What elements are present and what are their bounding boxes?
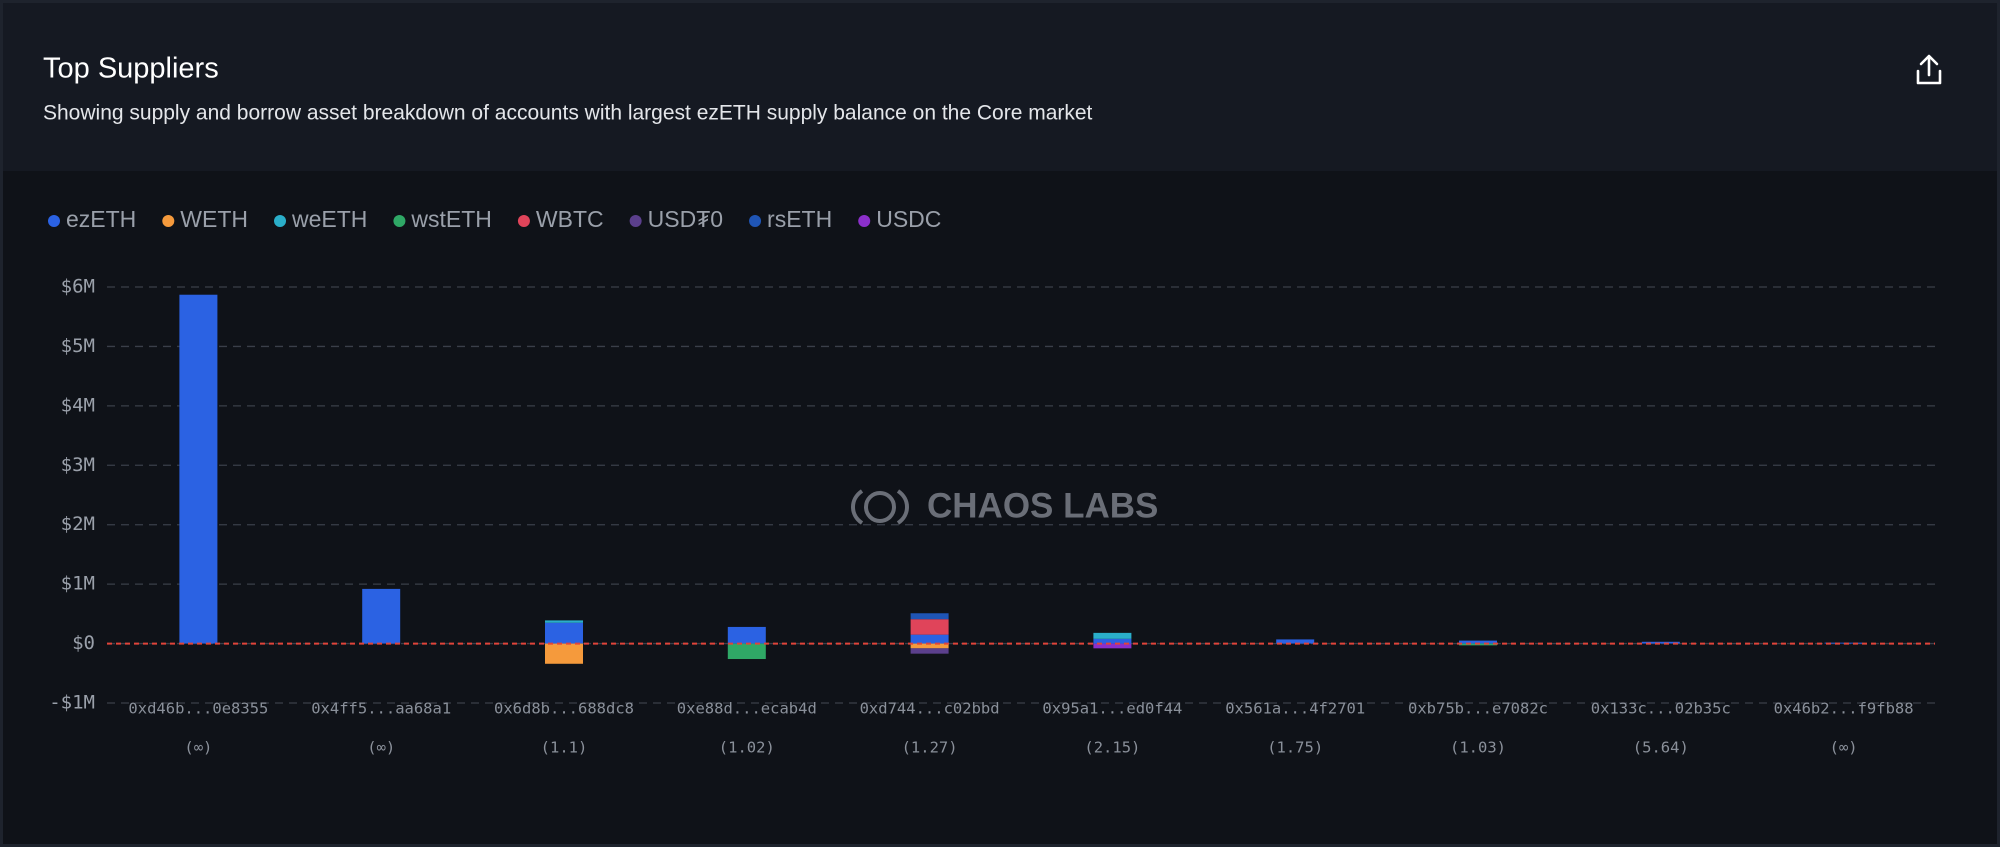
chart-title: Top Suppliers bbox=[43, 53, 219, 85]
y-tick-label: $1M bbox=[61, 573, 95, 595]
legend-marker bbox=[393, 215, 406, 227]
y-tick-label: $2M bbox=[61, 513, 95, 535]
x-tick-label: 0x95a1...ed0f44 bbox=[1042, 700, 1182, 718]
x-tick-label: 0x6d8b...688dc8 bbox=[494, 700, 634, 718]
chart-subtitle: Showing supply and borrow asset breakdow… bbox=[43, 102, 1093, 125]
bar-segment bbox=[910, 634, 949, 644]
x-tick-label: 0x46b2...f9fb88 bbox=[1774, 700, 1914, 718]
legend-marker bbox=[48, 215, 60, 227]
legend-marker bbox=[517, 215, 530, 227]
x-tick-label: 0xd744...c02bbd bbox=[860, 700, 1000, 718]
bar-segment bbox=[1459, 640, 1497, 644]
bar-segment bbox=[1093, 643, 1132, 649]
watermark-logo bbox=[851, 489, 909, 525]
bar-segment bbox=[910, 613, 949, 620]
y-tick-label: $0 bbox=[72, 632, 95, 654]
legend-label: WBTC bbox=[536, 206, 604, 232]
legend-label: rsETH bbox=[767, 206, 832, 232]
bar-segment bbox=[545, 622, 583, 644]
legend-marker bbox=[274, 215, 287, 227]
bar-segment bbox=[362, 588, 401, 644]
header bbox=[3, 3, 1997, 171]
legend-label: USDC bbox=[876, 206, 941, 232]
health-factor-label: (1.03) bbox=[1450, 739, 1506, 757]
legend-marker bbox=[749, 215, 762, 227]
y-tick-label: -$1M bbox=[49, 692, 95, 714]
y-tick-label: $5M bbox=[61, 335, 95, 357]
legend-label: ezETH bbox=[66, 206, 136, 232]
health-factor-label: (5.64) bbox=[1633, 739, 1689, 757]
x-tick-label: 0x133c...02b35c bbox=[1591, 700, 1731, 718]
health-factor-label: (1.1) bbox=[541, 739, 588, 757]
bar-segment bbox=[1276, 639, 1315, 644]
x-tick-label: 0xd46b...0e8355 bbox=[128, 700, 268, 718]
x-tick-label: 0x4ff5...aa68a1 bbox=[311, 700, 451, 718]
health-factor-label: (∞) bbox=[1830, 739, 1858, 757]
bar-segment bbox=[545, 620, 583, 623]
y-tick-label: $3M bbox=[61, 454, 95, 476]
export-button[interactable] bbox=[1916, 54, 1942, 85]
x-tick-label: 0xe88d...ecab4d bbox=[677, 700, 817, 718]
bar-segment bbox=[910, 619, 949, 635]
bar-segment bbox=[1641, 641, 1680, 644]
y-tick-label: $4M bbox=[61, 394, 95, 416]
bar-segment bbox=[1093, 632, 1132, 639]
health-factor-label: (1.75) bbox=[1267, 739, 1323, 757]
health-factor-label: (1.27) bbox=[902, 739, 958, 757]
legend-label: wstETH bbox=[410, 206, 492, 232]
bar-segment bbox=[545, 643, 583, 664]
watermark: CHAOS LABS bbox=[927, 486, 1158, 525]
bar-segment bbox=[910, 648, 949, 654]
y-tick-label: $6M bbox=[61, 276, 95, 298]
health-factor-label: (∞) bbox=[184, 739, 212, 757]
legend-marker bbox=[629, 215, 642, 227]
bar-segment bbox=[727, 643, 766, 660]
bar-segment bbox=[727, 626, 766, 644]
health-factor-label: (∞) bbox=[367, 739, 395, 757]
x-tick-label: 0x561a...4f2701 bbox=[1225, 700, 1365, 718]
x-tick-label: 0xb75b...e7082c bbox=[1408, 700, 1548, 718]
legend-label: WETH bbox=[180, 206, 248, 232]
bar-segment bbox=[910, 643, 949, 649]
bar-segment bbox=[1824, 642, 1863, 644]
health-factor-label: (2.15) bbox=[1084, 739, 1140, 757]
bar-segment bbox=[1093, 638, 1132, 644]
health-factor-label: (1.02) bbox=[719, 739, 775, 757]
legend-marker bbox=[858, 215, 871, 227]
legend-label: USD₮0 bbox=[648, 206, 723, 232]
bar-segment bbox=[179, 294, 218, 644]
legend-marker bbox=[162, 215, 175, 227]
legend-label: weETH bbox=[291, 206, 367, 232]
